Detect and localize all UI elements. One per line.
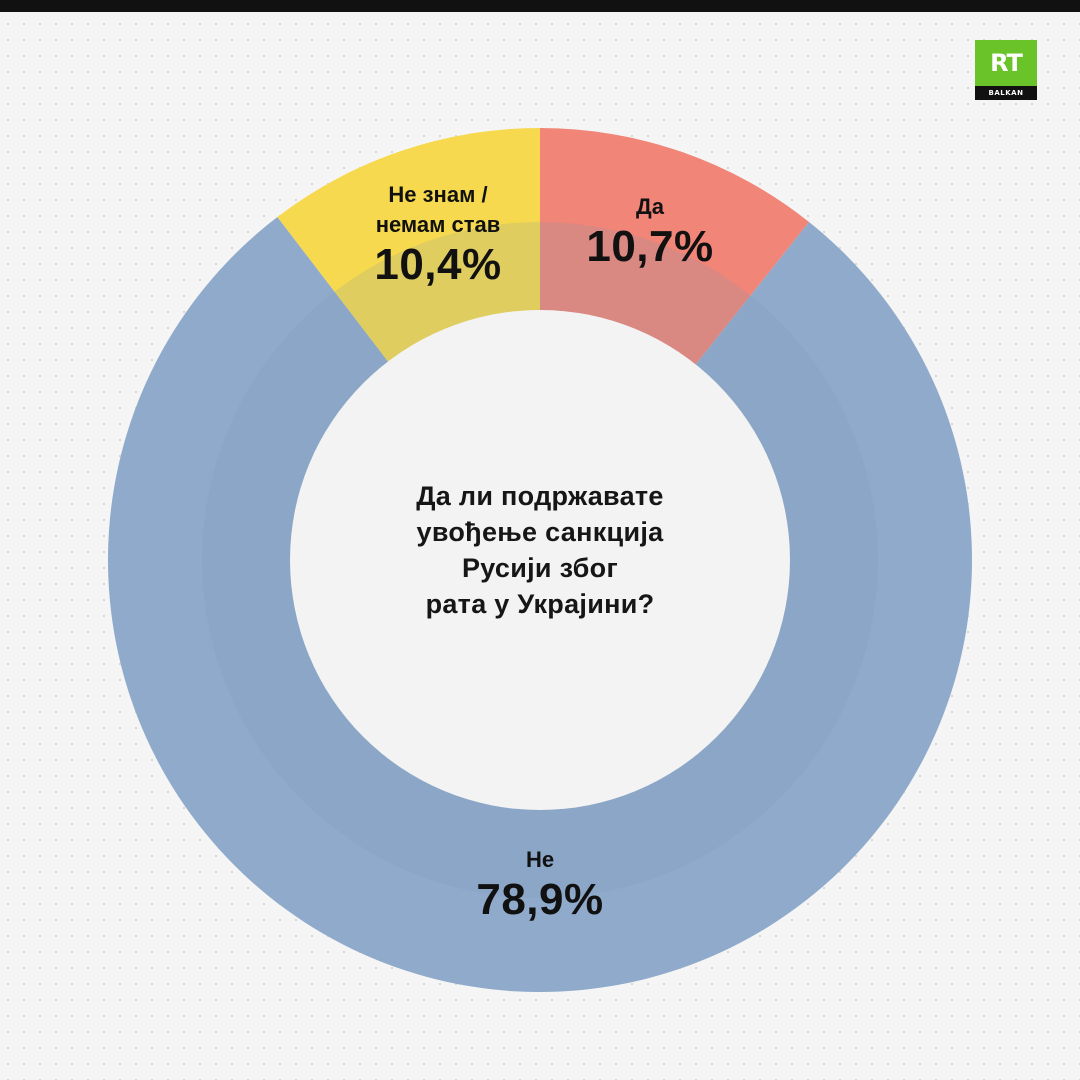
slice-value: 10,7% [586,222,714,271]
rt-logo-mark: RT [975,40,1037,86]
question-line: рата у Украјини? [425,589,655,619]
question-line: Да ли подржавате [416,481,664,511]
question-line: увођење санкција [416,517,664,547]
center-disc [290,310,790,810]
slice-name: Не знам / [388,182,488,207]
top-bar [0,0,1080,12]
slice-name: Не [525,847,555,872]
balkan-strip: BALKAN [975,86,1037,100]
slice-value: 78,9% [476,875,604,924]
slice-label-dont-know: Не знам / немам став 10,4% [338,180,538,290]
rt-balkan-logo: RT BALKAN [975,40,1037,100]
slice-name: Да [636,194,664,219]
slice-label-ne: Не 78,9% [440,845,640,925]
question-line: Русији због [461,553,619,583]
slice-label-da: Да 10,7% [560,192,740,272]
slice-value: 10,4% [374,240,502,289]
slice-name: немам став [375,212,501,237]
question-text: Да ли подржавате увођење санкција Русији… [330,478,750,622]
